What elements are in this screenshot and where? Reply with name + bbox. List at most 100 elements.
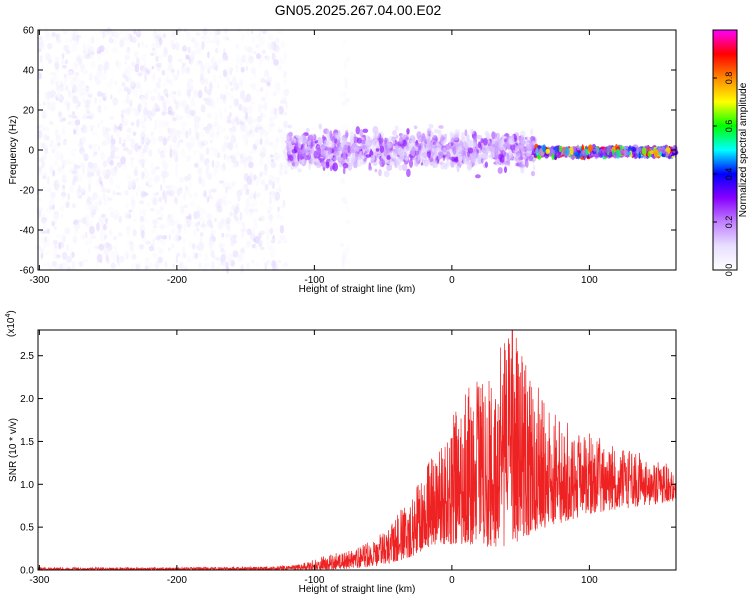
spectrogram-cell — [383, 148, 388, 157]
spectrogram-cell — [206, 113, 213, 119]
spectrogram-cell — [305, 127, 310, 133]
spectrogram-cell — [96, 169, 101, 177]
spectrogram-cell — [477, 141, 482, 149]
spectrogram-cell — [55, 135, 61, 144]
spectrogram-cell — [204, 262, 210, 267]
spectrogram-cell — [163, 83, 167, 87]
spectrogram-cell — [41, 160, 45, 169]
spectrogram-cell — [123, 189, 128, 196]
snr-y-scale-base: (x10 — [6, 317, 17, 337]
spectrogram-cell — [373, 162, 378, 166]
spectrogram-cell — [443, 133, 448, 139]
spectrogram-cell — [264, 139, 268, 146]
spectrogram-cell — [120, 109, 126, 114]
spectrogram-cell — [172, 263, 175, 268]
spectrogram-cell — [241, 246, 246, 255]
spectrogram-x-tick-label: -200 — [167, 275, 187, 286]
spectrogram-cell — [72, 76, 78, 82]
spectrogram-cell — [542, 144, 547, 153]
snr-x-ticks: -300 -200 -100 0 100 — [29, 330, 598, 586]
spectrogram-cell — [205, 147, 210, 156]
spectrogram-cell — [139, 215, 145, 222]
spectrogram-cell — [220, 247, 224, 253]
spectrogram-cell — [210, 130, 216, 139]
spectrogram-cell — [194, 192, 198, 197]
spectrogram-cell — [88, 124, 95, 129]
spectrogram-cell — [105, 254, 109, 263]
spectrogram-cell — [83, 153, 87, 159]
spectrogram-cell — [186, 255, 192, 264]
spectrogram-cell — [641, 147, 647, 155]
spectrogram-cell — [72, 203, 76, 209]
spectrogram-cell — [263, 256, 266, 262]
spectrogram-cell — [36, 35, 43, 40]
spectrogram-cell — [276, 213, 281, 219]
spectrogram-cell — [179, 115, 184, 121]
spectrogram-cell — [421, 134, 426, 142]
spectrogram-cell — [129, 99, 133, 108]
spectrogram-cell — [259, 230, 265, 236]
spectrogram-cell — [230, 118, 236, 126]
spectrogram-cell — [338, 145, 343, 151]
spectrogram-cell — [592, 148, 599, 152]
spectrogram-cell — [50, 101, 57, 110]
spectrogram-cell — [39, 141, 44, 148]
spectrogram-cell — [63, 179, 67, 184]
spectrogram-cell — [182, 245, 186, 254]
spectrogram-cell — [117, 87, 123, 93]
spectrogram-cell — [146, 201, 151, 207]
snr-panel: -300 -200 -100 0 100 0.0 0.5 1.0 1.5 2.0 2.5 Heig… — [5, 310, 677, 595]
spectrogram-cell — [193, 127, 198, 133]
spectrogram-cell — [181, 62, 186, 68]
spectrogram-cell — [253, 218, 258, 226]
spectrogram-cell — [72, 84, 78, 94]
spectrogram-cell — [179, 176, 185, 184]
spectrogram-cell — [260, 200, 264, 206]
spectrogram-cell — [407, 139, 414, 149]
spectrogram-cell — [472, 141, 477, 148]
spectrogram-cell — [167, 110, 173, 115]
spectrogram-cell — [67, 89, 71, 98]
spectrogram-cell — [126, 65, 132, 74]
spectrogram-cell — [265, 89, 268, 99]
spectrogram-cell — [229, 81, 233, 87]
spectrogram-cell — [277, 30, 283, 35]
spectrogram-cell — [204, 223, 209, 228]
spectrogram-cell — [165, 190, 171, 196]
spectrogram-cell — [487, 135, 491, 140]
spectrogram-cell — [175, 42, 180, 51]
spectrogram-cell — [98, 243, 105, 251]
spectrogram-cell — [50, 87, 54, 92]
spectrogram-cell — [85, 53, 90, 60]
spectrogram-cell — [344, 91, 347, 97]
spectrogram-y-tick-label: -40 — [20, 226, 35, 237]
spectrogram-cell — [44, 148, 48, 154]
spectrogram-cell — [75, 60, 78, 69]
spectrogram-cell — [75, 222, 81, 230]
spectrogram-cell — [153, 108, 160, 113]
spectrogram-cell — [233, 162, 238, 168]
spectrogram-cell — [251, 30, 254, 35]
spectrogram-cell — [44, 91, 49, 100]
spectrogram-cell — [108, 197, 113, 201]
spectrogram-cell — [165, 185, 171, 190]
spectrogram-cell — [130, 262, 134, 271]
spectrogram-cell — [265, 227, 270, 235]
spectrogram-cell — [256, 33, 260, 43]
snr-y-tick-label: 1.5 — [20, 437, 34, 448]
spectrogram-cell — [254, 223, 259, 230]
spectrogram-cell — [63, 44, 69, 52]
spectrogram-cell — [488, 141, 493, 146]
spectrogram-x-tick-label: -100 — [304, 275, 324, 286]
spectrogram-cell — [90, 203, 96, 214]
spectrogram-cell — [250, 130, 255, 139]
spectrogram-cell — [187, 46, 191, 54]
spectrogram-cell — [197, 167, 203, 174]
spectrogram-cell — [177, 69, 180, 77]
spectrogram-cell — [653, 149, 659, 159]
spectrogram-cell — [184, 120, 187, 127]
spectrogram-cell — [226, 65, 230, 74]
spectrogram-cell — [209, 40, 215, 44]
spectrogram-cell — [123, 138, 126, 144]
spectrogram-cell — [515, 148, 519, 153]
